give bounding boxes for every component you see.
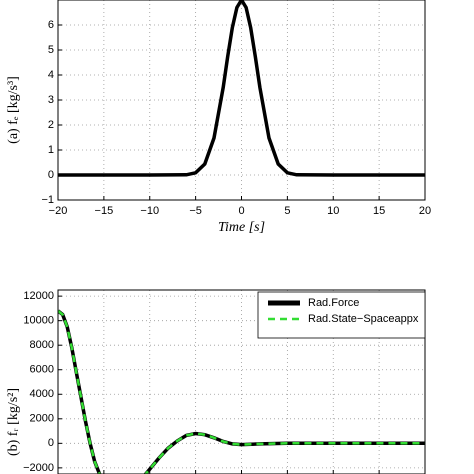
x-tick-label: 20 [419, 205, 431, 217]
legend-label: Rad.State−Spaceappx [308, 313, 419, 325]
legend-box [257, 291, 426, 339]
y-tick-label: 4 [48, 69, 54, 81]
data-line [58, 0, 425, 177]
y-tick-label: 6000 [30, 364, 54, 376]
y-tick-label: 4000 [30, 388, 54, 400]
legend-label: Rad.Force [308, 297, 359, 309]
x-axis-label: Time [s] [218, 220, 265, 235]
x-tick-label: 5 [284, 205, 290, 217]
x-tick-label: −10 [140, 205, 159, 217]
y-tick-label: 0 [48, 437, 54, 449]
y-axis-label: (b) fᵣ [kg/s²] [6, 388, 21, 456]
y-tick-label: 3 [48, 94, 54, 106]
x-tick-label: 15 [373, 205, 385, 217]
x-tick-label: −15 [95, 205, 114, 217]
data-line [58, 309, 425, 474]
y-tick-label: −2000 [23, 462, 54, 474]
y-tick-label: 8000 [30, 339, 54, 351]
x-tick-label: 10 [327, 205, 339, 217]
y-tick-label: 0 [48, 169, 54, 181]
y-tick-label: 6 [48, 19, 54, 31]
x-tick-label: 0 [238, 205, 244, 217]
y-tick-label: −1 [41, 194, 54, 206]
y-tick-label: 2000 [30, 413, 54, 425]
plot-frame [57, 289, 426, 474]
x-tick-label: −5 [189, 205, 202, 217]
y-axis-label: (a) fₑ [kg/s³] [6, 76, 21, 144]
y-tick-label: 5 [48, 44, 54, 56]
y-tick-label: 10000 [23, 315, 54, 327]
plot-frame [57, 0, 426, 201]
x-tick-label: −20 [49, 205, 68, 217]
y-tick-label: 1 [48, 144, 54, 156]
y-tick-label: 2 [48, 119, 54, 131]
y-tick-label: 12000 [23, 290, 54, 302]
